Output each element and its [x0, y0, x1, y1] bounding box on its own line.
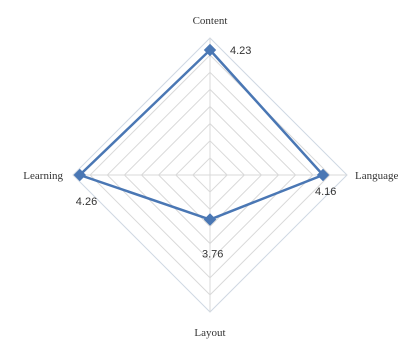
data-label-language: 4.16	[315, 186, 336, 198]
category-labels: Content Language Layout Learning	[23, 15, 398, 339]
category-label-language: Language	[355, 170, 398, 182]
data-label-content: 4.23	[230, 45, 251, 57]
data-label-learning: 4.26	[76, 196, 97, 208]
category-label-content: Content	[193, 15, 228, 27]
series-line	[77, 48, 326, 221]
data-label-layout: 3.76	[202, 249, 223, 261]
data-point-content	[203, 43, 217, 57]
category-label-learning: Learning	[23, 170, 63, 182]
data-point-layout	[203, 213, 217, 226]
data-point-language	[316, 168, 330, 182]
radar-series	[73, 43, 330, 226]
category-label-layout: Layout	[194, 327, 225, 339]
data-labels: 4.23 4.16 3.76 4.26	[76, 45, 337, 261]
data-point-learning	[73, 168, 87, 182]
radar-axes	[73, 38, 347, 312]
